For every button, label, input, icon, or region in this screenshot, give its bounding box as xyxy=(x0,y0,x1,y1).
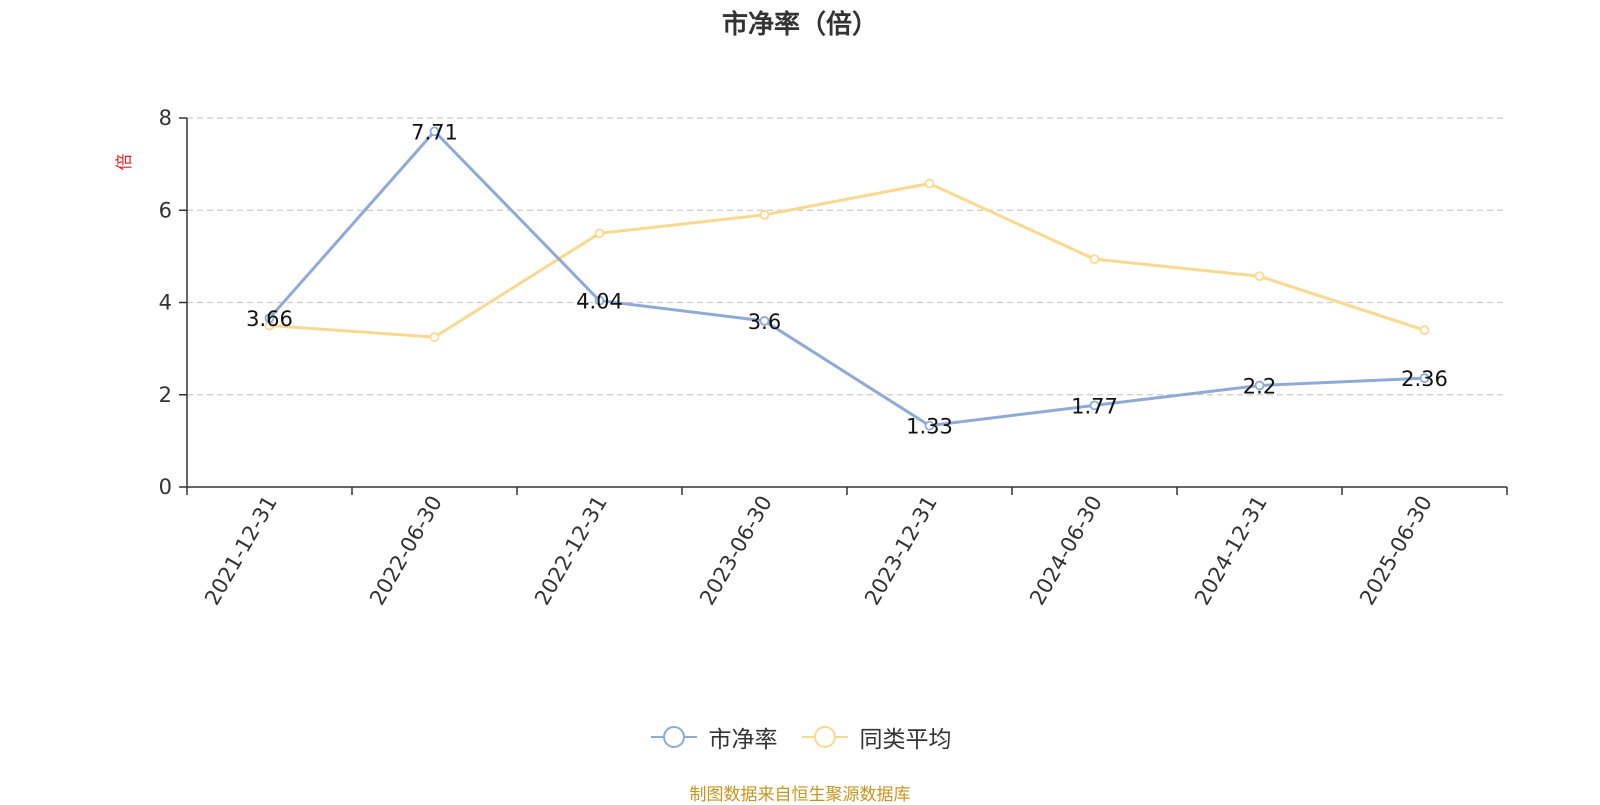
legend-marker-icon xyxy=(650,726,697,748)
data-label: 1.77 xyxy=(1071,394,1118,418)
data-point xyxy=(1419,373,1430,384)
y-tick-label: 4 xyxy=(159,291,172,315)
legend: 市净率 同类平均 xyxy=(0,720,1600,754)
data-point xyxy=(759,209,770,220)
data-point xyxy=(924,420,935,431)
data-point xyxy=(594,295,605,306)
y-axis-label: 倍 xyxy=(115,154,135,171)
x-tick-label: 2024-06-30 xyxy=(1025,492,1107,610)
data-point xyxy=(1254,380,1265,391)
grid-lines xyxy=(187,117,1507,396)
data-label: 7.71 xyxy=(411,120,458,144)
data-label: 3.66 xyxy=(246,307,293,331)
axes: 0 2 4 6 8 2021-12-31 2022-06-30 2022-12-31 2023-… xyxy=(159,106,1508,610)
x-tick-label: 2023-12-31 xyxy=(860,492,942,610)
y-tick-label: 6 xyxy=(159,198,172,222)
x-tick-label: 2025-06-30 xyxy=(1355,492,1437,610)
x-tick-label: 2022-12-31 xyxy=(530,492,612,610)
data-label: 1.33 xyxy=(906,415,953,439)
legend-marker-icon xyxy=(801,726,848,748)
data-point xyxy=(594,228,605,239)
legend-label: 市净率 xyxy=(708,727,778,753)
data-point xyxy=(429,126,440,137)
x-tick-label: 2024-12-31 xyxy=(1190,492,1272,610)
y-tick-label: 2 xyxy=(159,383,172,407)
data-point xyxy=(1419,325,1430,336)
series-line xyxy=(269,181,1425,339)
data-label: 4.04 xyxy=(576,290,623,314)
series-line xyxy=(268,129,1425,428)
legend-item[interactable]: 市净率 xyxy=(649,720,778,754)
data-label: 3.6 xyxy=(748,310,781,334)
data-point xyxy=(924,178,935,189)
legend-item[interactable]: 同类平均 xyxy=(800,720,952,754)
data-label: 2.36 xyxy=(1401,367,1448,391)
series xyxy=(264,126,1430,431)
data-point xyxy=(1254,271,1265,282)
chart-title: 市净率（倍） xyxy=(721,10,878,40)
legend-label: 同类平均 xyxy=(859,727,952,753)
y-tick-label: 8 xyxy=(159,106,172,130)
data-point xyxy=(1089,400,1100,411)
data-point xyxy=(264,313,275,324)
x-tick-label: 2023-06-30 xyxy=(695,492,777,610)
source-note: 制图数据来自恒生聚源数据库 xyxy=(689,785,911,805)
data-point xyxy=(1089,254,1100,265)
x-tick-label: 2022-06-30 xyxy=(365,492,447,610)
x-tick-label: 2021-12-31 xyxy=(200,492,282,610)
data-point xyxy=(759,316,770,326)
data-point xyxy=(429,332,440,342)
y-tick-label: 0 xyxy=(159,475,172,499)
data-label: 2.2 xyxy=(1243,375,1276,399)
data-labels: 3.66 7.71 4.04 3.6 1.33 1.77 2.2 2.36 xyxy=(246,120,1448,438)
